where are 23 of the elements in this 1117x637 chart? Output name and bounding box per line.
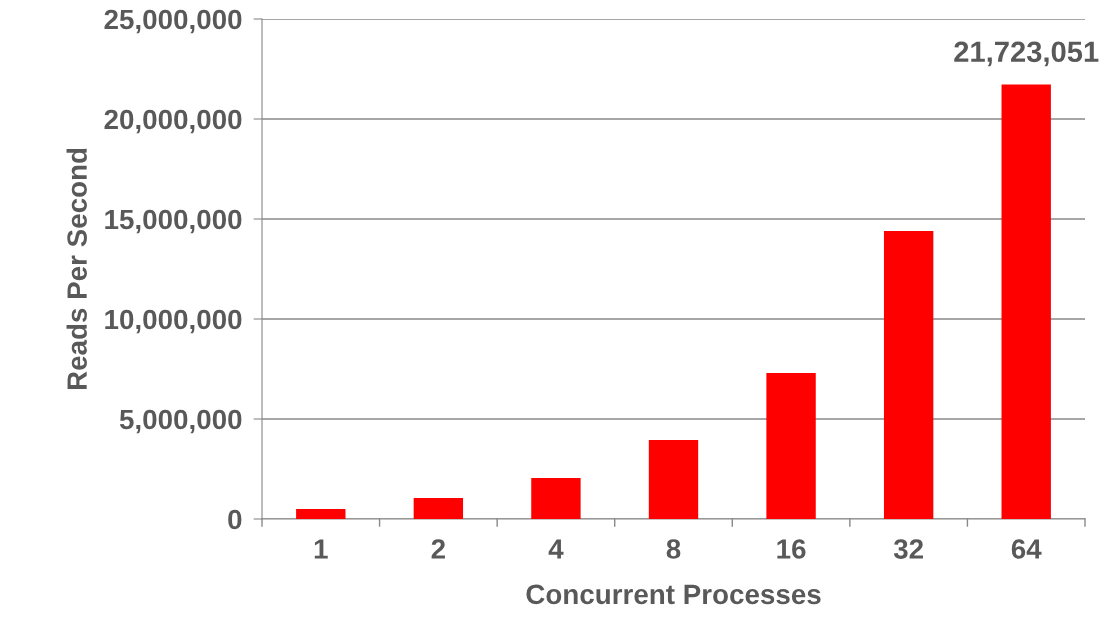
y-axis-title: Reads Per Second (66, 148, 87, 390)
x-tick-label: 16 (777, 539, 806, 559)
y-tick-label: 0 (228, 509, 242, 530)
bar (531, 478, 581, 519)
bar (648, 440, 699, 519)
y-tick-label: 5,000,000 (119, 409, 242, 434)
bar (1001, 84, 1051, 519)
bar (883, 231, 934, 519)
x-tick-label: 8 (666, 539, 681, 559)
x-tick-label: 4 (548, 539, 564, 559)
x-tick-label: 64 (1011, 539, 1042, 559)
bar (296, 509, 346, 519)
y-tick-label: 20,000,000 (104, 109, 242, 134)
x-tick-label: 32 (893, 539, 923, 559)
x-axis-title: Concurrent Processes (526, 584, 821, 605)
data-label: 21,723,051 (954, 41, 1099, 67)
bar (413, 498, 464, 519)
y-tick-label: 10,000,000 (105, 309, 242, 334)
x-tick-label: 1 (314, 539, 328, 559)
y-tick-label: 25,000,000 (104, 9, 242, 34)
y-tick-label: 15,000,000 (105, 209, 242, 234)
bar (766, 373, 816, 519)
x-tick-label: 2 (431, 539, 445, 559)
